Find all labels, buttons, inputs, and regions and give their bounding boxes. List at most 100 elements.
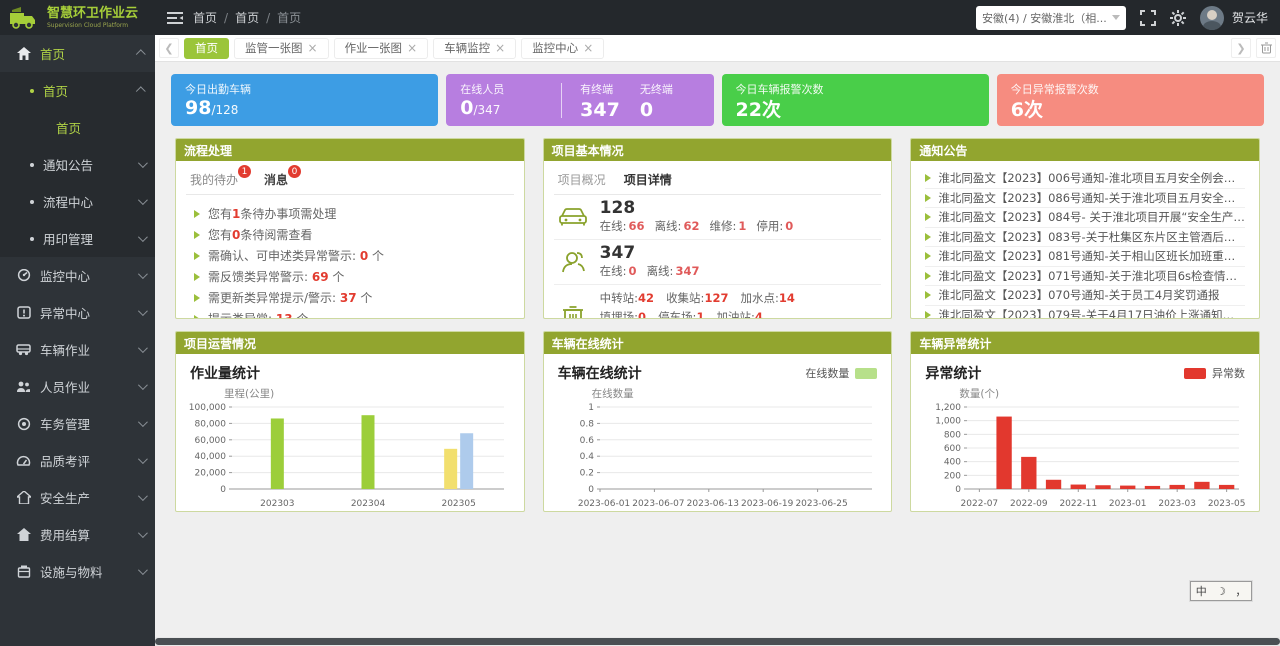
tab-bar: ❮ 首页 监管一张图 × 作业一张图 × 车辆监控 × 监控中心 × ❯ — [155, 35, 1280, 62]
notice-item[interactable]: 淮北同盈文【2023】084号- 关于淮北项目开展“安全生产月”活动的通知 — [925, 208, 1246, 228]
tab-supervision-map[interactable]: 监管一张图 × — [234, 37, 329, 59]
close-all-tabs-button[interactable] — [1256, 38, 1276, 58]
chevron-down-icon — [137, 343, 148, 354]
notice-item[interactable]: 淮北同盈文【2023】079号-关于4月17日油价上涨通知后加油情况通报 — [925, 306, 1245, 318]
arrow-right-icon — [194, 251, 200, 260]
no-terminal-label: 无终端 — [639, 83, 673, 96]
sidebar-item-home[interactable]: 首页 — [0, 35, 155, 72]
sidebar-item-cost-settlement[interactable]: 费用结算 — [0, 516, 155, 553]
todo-item[interactable]: 需更新类异常提示/警示: 37 个 — [194, 287, 512, 308]
panel-title: 通知公告 — [911, 139, 1260, 161]
ime-toolbar[interactable]: 中 ☽ ， — [1190, 581, 1252, 601]
tab-project-overview[interactable]: 项目概况 — [557, 173, 606, 187]
svg-text:0.8: 0.8 — [579, 419, 594, 429]
tab-project-details[interactable]: 项目详情 — [623, 173, 672, 187]
divider — [561, 83, 563, 118]
svg-text:0: 0 — [588, 485, 594, 495]
settings-gear-icon[interactable] — [1169, 9, 1186, 26]
svg-text:0.2: 0.2 — [579, 469, 593, 479]
card-abnormal-alarms[interactable]: 今日异常报警次数 6次 — [996, 74, 1264, 126]
tab-operation-map[interactable]: 作业一张图 × — [333, 37, 429, 59]
user-avatar[interactable] — [1199, 5, 1224, 30]
horizontal-scrollbar[interactable] — [155, 637, 1280, 646]
card-online-personnel[interactable]: 在线人员 0/347 有终端 347 无终端 0 — [446, 74, 714, 126]
svg-text:2023-06-25: 2023-06-25 — [795, 499, 847, 509]
sidebar-item-fleet-management[interactable]: 车务管理 — [0, 405, 155, 442]
notice-item[interactable]: 淮北同盈文【2023】071号通知-关于淮北项目6s检查情况通报(2)(2) — [925, 267, 1246, 286]
dashboard-content: 今日出勤车辆 98/128 在线人员 0/347 有终端 347 无终端 — [155, 63, 1280, 637]
fullscreen-button[interactable] — [1139, 9, 1156, 26]
breadcrumb-home[interactable]: 首页 — [193, 11, 218, 25]
sidebar-item-vehicle-operations[interactable]: 车辆作业 — [0, 331, 155, 368]
region-select-dropdown[interactable]: 安徽(4) / 安徽淮北（相... — [975, 5, 1126, 30]
svg-text:60,000: 60,000 — [195, 436, 227, 446]
chevron-down-icon — [137, 306, 148, 317]
sidebar: 首页 首页 首页 通知公告 流程中心 — [0, 35, 155, 646]
chart-legend[interactable]: 在线数量 — [805, 365, 878, 381]
ime-halfwidth-icon[interactable]: ☽ — [1216, 584, 1226, 598]
svg-text:0.4: 0.4 — [579, 452, 594, 462]
tab-scroll-left-button[interactable]: ❮ — [159, 38, 179, 58]
close-icon[interactable]: × — [495, 41, 506, 55]
arrow-right-icon — [194, 230, 200, 239]
svg-text:1,000: 1,000 — [936, 417, 962, 427]
close-icon[interactable]: × — [583, 41, 594, 55]
card-attendance-vehicles[interactable]: 今日出勤车辆 98/128 — [171, 74, 439, 126]
notice-item[interactable]: 淮北同盈文【2023】006号通知-淮北项目五月安全例会暨安全生产月启动会… — [925, 169, 1246, 189]
people-icon — [556, 251, 590, 273]
todo-item[interactable]: 需确认、可申述类异常警示: 0 个 — [194, 245, 512, 266]
sidebar-item-seal-management[interactable]: 用印管理 — [0, 220, 155, 257]
tab-home[interactable]: 首页 — [184, 37, 229, 59]
notice-item[interactable]: 淮北同盈文【2023】083号-关于杜集区东片区主管酒后上岗的处罚通告 — [925, 228, 1246, 247]
arrow-right-icon — [194, 272, 200, 281]
sidebar-item-monitoring-center[interactable]: 监控中心 — [0, 257, 155, 294]
tab-scroll-right-button[interactable]: ❯ — [1231, 38, 1251, 58]
sidebar-item-quality-evaluation[interactable]: 品质考评 — [0, 442, 155, 479]
sidebar-item-personnel-operations[interactable]: 人员作业 — [0, 368, 155, 405]
abnormal-bar-chart: 0 200 400 600 800 1,000 1,200 2022-07 2022-09 202… — [936, 403, 1246, 509]
notice-item[interactable]: 淮北同盈文【2023】086号通知-关于淮北项目五月安全隐患检查情况通告 — [925, 189, 1246, 208]
panel-title: 车辆在线统计 — [543, 332, 892, 354]
chart-legend[interactable]: 异常数 — [1184, 365, 1245, 381]
close-icon[interactable]: × — [307, 41, 318, 55]
workload-bar-chart: 0 20,000 40,000 60,000 80,000 100,000 202303 20… — [189, 403, 504, 509]
ime-lang-indicator[interactable]: 中 — [1195, 585, 1207, 598]
svg-text:800: 800 — [944, 430, 961, 440]
notice-item[interactable]: 淮北同盈文【2023】081号通知-关于相山区班长加班重复提报的通报 — [925, 247, 1246, 267]
sidebar-item-exception-center[interactable]: 异常中心 — [0, 294, 155, 331]
todo-item[interactable]: 提示类异常: 13 个 — [194, 308, 512, 318]
sidebar-item-process-center[interactable]: 流程中心 — [0, 183, 155, 220]
card-vehicle-alarms[interactable]: 今日车辆报警次数 22次 — [721, 74, 989, 126]
vehicle-online-chart-panel: 车辆在线统计 车辆在线统计 在线数量 在线数量 0 0.2 0.4 0.6 0.8 1 20… — [542, 331, 893, 512]
user-name[interactable]: 贺云华 — [1231, 11, 1268, 25]
trash-icon — [1260, 42, 1272, 54]
sidebar-item-notices[interactable]: 通知公告 — [0, 146, 155, 183]
ime-punctuation-icon[interactable]: ， — [1235, 585, 1247, 598]
truck-logo-icon — [10, 6, 35, 29]
breadcrumb-section[interactable]: 首页 — [235, 11, 260, 25]
close-icon[interactable]: × — [407, 41, 418, 55]
todo-item[interactable]: 需反馈类异常警示: 69 个 — [194, 266, 512, 287]
sidebar-item-facilities-materials[interactable]: 设施与物料 — [0, 553, 155, 590]
notice-item[interactable]: 淮北同盈文【2023】070号通知-关于员工4月奖罚通报 — [925, 286, 1246, 306]
tab-monitoring-center[interactable]: 监控中心 × — [521, 37, 605, 59]
stat-cards-row: 今日出勤车辆 98/128 在线人员 0/347 有终端 347 无终端 — [155, 63, 1280, 126]
menu-fold-icon[interactable] — [167, 11, 183, 25]
tab-vehicle-monitoring[interactable]: 车辆监控 × — [433, 37, 517, 59]
sidebar-item-home-leaf[interactable]: 首页 — [56, 121, 82, 136]
sidebar-item-safety-production[interactable]: 安全生产 — [0, 479, 155, 516]
todo-item[interactable]: 您有0条待阅需查看 — [194, 224, 512, 245]
sidebar-item-home-sub[interactable]: 首页 — [0, 72, 155, 109]
chevron-down-icon — [137, 491, 148, 502]
svg-text:0.6: 0.6 — [579, 436, 594, 446]
personnel-total: 347 — [599, 243, 636, 263]
todo-item[interactable]: 您有1条待办事项需处理 — [194, 203, 512, 224]
scrollbar-thumb[interactable] — [155, 638, 1280, 645]
panel-title: 项目运营情况 — [176, 332, 524, 354]
chevron-down-icon — [137, 158, 148, 169]
tab-my-todo[interactable]: 我的待办 1 — [190, 165, 252, 188]
panel-title: 车辆异常统计 — [911, 332, 1260, 354]
tab-messages[interactable]: 消息 0 — [264, 165, 302, 188]
vehicle-total: 128 — [599, 198, 636, 218]
